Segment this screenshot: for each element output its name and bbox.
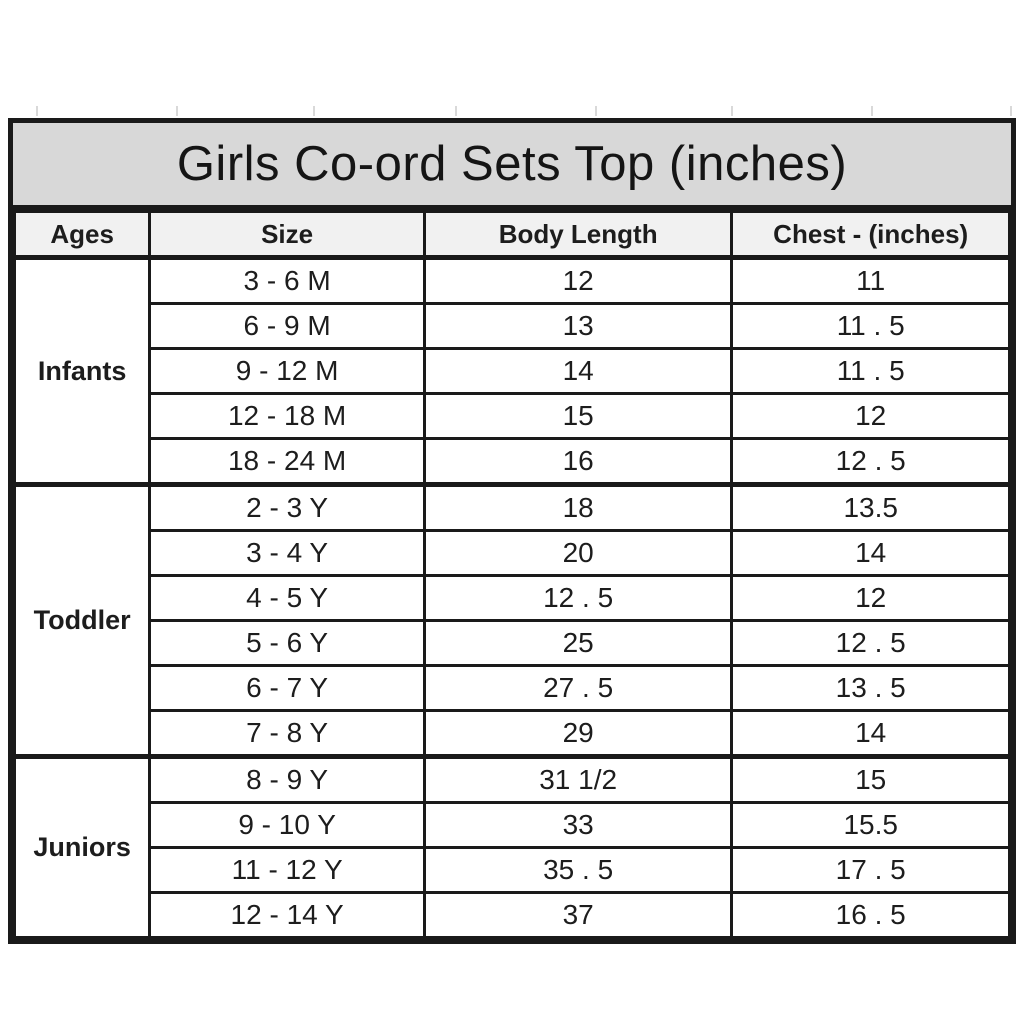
gridline-tick — [176, 106, 178, 116]
size-chart-table: Ages Size Body Length Chest - (inches) I… — [12, 210, 1011, 939]
table-row: Juniors 8 - 9 Y 31 1/2 15 — [12, 754, 1011, 939]
size-cell: 3 - 4 Y — [148, 529, 426, 577]
chest-cell: 13.5 — [730, 482, 1011, 532]
column-header-chest: Chest - (inches) — [730, 210, 1011, 260]
table-row: 9 - 10 Y 33 15.5 — [15, 801, 1011, 849]
body-length-cell: 25 — [422, 619, 734, 667]
size-cell: 4 - 5 Y — [148, 574, 426, 622]
size-cell: 7 - 8 Y — [148, 709, 426, 758]
chest-cell: 12 . 5 — [730, 437, 1011, 486]
chest-cell: 13 . 5 — [730, 664, 1011, 712]
size-cell: 18 - 24 M — [148, 437, 426, 486]
body-length-cell: 13 — [422, 302, 734, 350]
body-length-cell: 16 — [422, 437, 734, 486]
table-row: 11 - 12 Y 35 . 5 17 . 5 — [15, 846, 1011, 894]
chest-cell: 12 . 5 — [730, 619, 1011, 667]
size-cell: 8 - 9 Y — [148, 754, 426, 804]
gridline-tick — [36, 106, 38, 116]
body-length-cell: 15 — [422, 392, 734, 440]
size-cell: 12 - 18 M — [148, 392, 426, 440]
table-row: 4 - 5 Y 12 . 5 12 — [15, 574, 1011, 622]
body-length-cell: 37 — [422, 891, 734, 939]
chart-title: Girls Co-ord Sets Top (inches) — [176, 137, 848, 191]
body-length-cell: 31 1/2 — [422, 754, 734, 804]
body-length-cell: 35 . 5 — [422, 846, 734, 894]
chest-cell: 12 — [730, 574, 1011, 622]
gridline-tick — [871, 106, 873, 116]
chest-cell: 11 . 5 — [730, 302, 1011, 350]
chest-cell: 11 — [730, 256, 1011, 305]
body-length-cell: 27 . 5 — [422, 664, 734, 712]
chest-cell: 15 — [730, 754, 1011, 804]
chest-cell: 12 — [730, 392, 1011, 440]
body-length-cell: 33 — [422, 801, 734, 849]
table-row: 12 - 18 M 15 12 — [15, 392, 1011, 440]
chest-cell: 15.5 — [730, 801, 1011, 849]
chest-cell: 14 — [730, 709, 1011, 758]
size-cell: 9 - 10 Y — [148, 801, 426, 849]
title-band: Girls Co-ord Sets Top (inches) — [13, 123, 1011, 210]
gridline-tick — [1010, 106, 1012, 116]
chest-cell: 17 . 5 — [730, 846, 1011, 894]
age-group-label: Juniors — [12, 754, 152, 939]
body-length-cell: 20 — [422, 529, 734, 577]
body-length-cell: 12 . 5 — [422, 574, 734, 622]
size-cell: 6 - 7 Y — [148, 664, 426, 712]
size-cell: 9 - 12 M — [148, 347, 426, 395]
table-row: 5 - 6 Y 25 12 . 5 — [15, 619, 1011, 667]
table-row: 18 - 24 M 16 12 . 5 — [15, 437, 1011, 486]
table-row: Infants 3 - 6 M 12 11 — [12, 256, 1011, 486]
chest-cell: 11 . 5 — [730, 347, 1011, 395]
table-row: 6 - 9 M 13 11 . 5 — [15, 302, 1011, 350]
table-row: 7 - 8 Y 29 14 — [15, 709, 1011, 758]
table-row: 6 - 7 Y 27 . 5 13 . 5 — [15, 664, 1011, 712]
table-row: 12 - 14 Y 37 16 . 5 — [15, 891, 1011, 939]
body-length-cell: 29 — [422, 709, 734, 758]
size-cell: 12 - 14 Y — [148, 891, 426, 939]
header-row: Ages Size Body Length Chest - (inches) — [12, 210, 1011, 260]
body-length-cell: 18 — [422, 482, 734, 532]
age-group-label: Infants — [12, 256, 152, 486]
age-group-label: Toddler — [12, 482, 152, 758]
size-cell: 11 - 12 Y — [148, 846, 426, 894]
body-length-cell: 14 — [422, 347, 734, 395]
column-header-body-length: Body Length — [422, 210, 734, 260]
size-cell: 5 - 6 Y — [148, 619, 426, 667]
size-cell: 2 - 3 Y — [148, 482, 426, 532]
chest-cell: 14 — [730, 529, 1011, 577]
table-row: 3 - 4 Y 20 14 — [15, 529, 1011, 577]
gridline-tick — [595, 106, 597, 116]
table-row: Toddler 2 - 3 Y 18 13.5 — [12, 482, 1011, 758]
size-chart: Girls Co-ord Sets Top (inches) Ages Size… — [8, 118, 1016, 944]
gridline-tick — [455, 106, 457, 116]
chest-cell: 16 . 5 — [730, 891, 1011, 939]
gridline-tick — [313, 106, 315, 116]
column-header-size: Size — [148, 210, 426, 260]
column-header-ages: Ages — [12, 210, 152, 260]
body-length-cell: 12 — [422, 256, 734, 305]
table-row: 9 - 12 M 14 11 . 5 — [15, 347, 1011, 395]
size-cell: 6 - 9 M — [148, 302, 426, 350]
gridline-tick — [731, 106, 733, 116]
size-cell: 3 - 6 M — [148, 256, 426, 305]
